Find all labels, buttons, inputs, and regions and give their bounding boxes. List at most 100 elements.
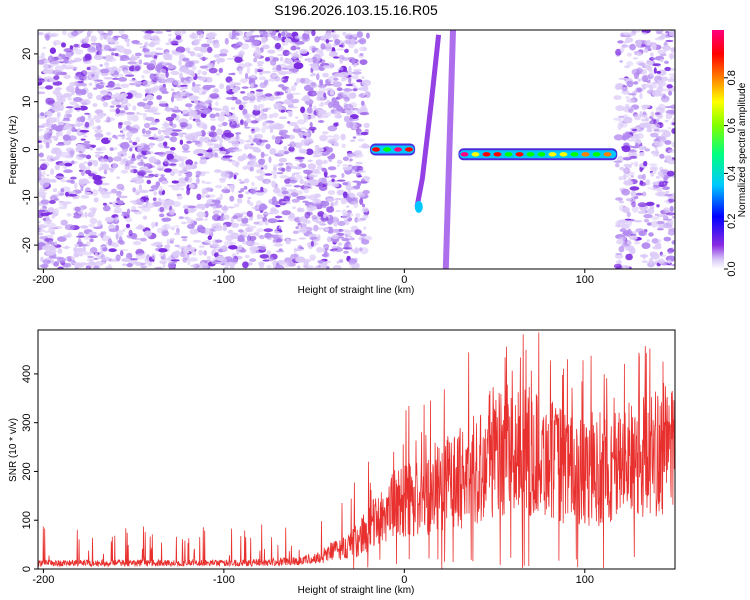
noise-blob (324, 32, 332, 40)
noise-blob (276, 171, 284, 175)
noise-blob (101, 193, 111, 199)
noise-blob (324, 248, 329, 251)
noise-blob (249, 258, 257, 262)
noise-blob (668, 227, 675, 233)
noise-blob (282, 49, 290, 57)
noise-blob (152, 197, 157, 202)
noise-blob (310, 82, 317, 87)
noise-blob (659, 153, 665, 159)
noise-blob (103, 191, 113, 195)
noise-blob (126, 103, 132, 107)
noise-blob (646, 39, 651, 45)
noise-blob (101, 256, 110, 262)
noise-blob (653, 67, 657, 74)
noise-blob (333, 221, 338, 227)
noise-blob (294, 124, 300, 130)
noise-blob (650, 172, 654, 177)
noise-blob (255, 190, 265, 193)
noise-blob (73, 97, 83, 102)
noise-blob (336, 87, 343, 92)
noise-blob (143, 175, 154, 179)
noise-blob (258, 76, 267, 81)
noise-blob (670, 68, 675, 71)
noise-blob (641, 242, 651, 250)
noise-blob (94, 133, 104, 138)
noise-blob (290, 85, 296, 92)
noise-blob (185, 103, 193, 108)
noise-blob (256, 60, 265, 65)
noise-blob (278, 116, 287, 120)
noise-blob (127, 61, 137, 65)
noise-blob (226, 85, 231, 92)
noise-blob (342, 156, 349, 162)
noise-blob (332, 248, 338, 251)
chirp-line (414, 34, 442, 208)
noise-blob (219, 52, 228, 57)
noise-blob (631, 201, 636, 208)
noise-blob (53, 101, 62, 108)
noise-blob (139, 190, 149, 194)
noise-blob (111, 52, 115, 56)
noise-blob (362, 189, 370, 195)
noise-blob (131, 40, 140, 45)
noise-blob (283, 61, 291, 64)
noise-blob (246, 92, 255, 97)
noise-blob (619, 60, 623, 63)
noise-blob (71, 160, 75, 165)
noise-blob (655, 192, 665, 197)
noise-blob (201, 43, 210, 48)
noise-blob (100, 82, 104, 85)
noise-blob (626, 80, 634, 88)
noise-blob (361, 76, 365, 79)
noise-blob (663, 236, 672, 242)
noise-blob (311, 30, 316, 37)
noise-blob (260, 151, 265, 158)
noise-blob (143, 230, 153, 237)
noise-blob (38, 59, 45, 65)
noise-blob (126, 252, 133, 260)
noise-blob (112, 242, 119, 248)
noise-blob (38, 190, 45, 194)
noise-blob (285, 88, 292, 95)
noise-blob (193, 90, 201, 93)
noise-blob (140, 159, 144, 165)
noise-blob (325, 38, 329, 44)
noise-blob (181, 221, 187, 225)
x-tick-label: -100 (213, 274, 235, 286)
noise-blob (230, 222, 240, 228)
noise-blob (659, 136, 667, 143)
noise-blob (342, 213, 350, 220)
noise-blob (354, 109, 358, 111)
noise-blob (214, 152, 218, 158)
noise-blob (74, 49, 84, 55)
noise-blob (215, 112, 220, 117)
noise-blob (192, 81, 196, 87)
noise-blob (182, 143, 190, 151)
noise-blob (150, 40, 155, 47)
noise-blob (359, 247, 363, 252)
noise-blob (300, 106, 306, 114)
noise-blob (307, 106, 313, 114)
noise-blob (132, 187, 137, 193)
noise-blob (172, 51, 182, 56)
noise-blob (246, 67, 251, 74)
noise-blob (40, 52, 45, 60)
noise-blob (280, 109, 285, 113)
noise-blob (626, 211, 631, 218)
noise-blob (642, 111, 647, 116)
noise-blob (90, 35, 97, 43)
noise-blob (178, 172, 182, 177)
noise-blob (138, 184, 142, 191)
noise-blob (664, 66, 672, 72)
noise-blob (144, 51, 154, 55)
noise-blob (68, 124, 73, 132)
noise-blob (293, 185, 301, 188)
noise-blob (278, 162, 284, 166)
noise-blob (109, 108, 117, 113)
noise-blob (278, 226, 282, 229)
noise-blob (282, 157, 287, 161)
noise-blob (352, 136, 357, 139)
noise-blob (255, 47, 260, 51)
noise-blob (228, 80, 235, 88)
noise-blob (134, 65, 141, 71)
